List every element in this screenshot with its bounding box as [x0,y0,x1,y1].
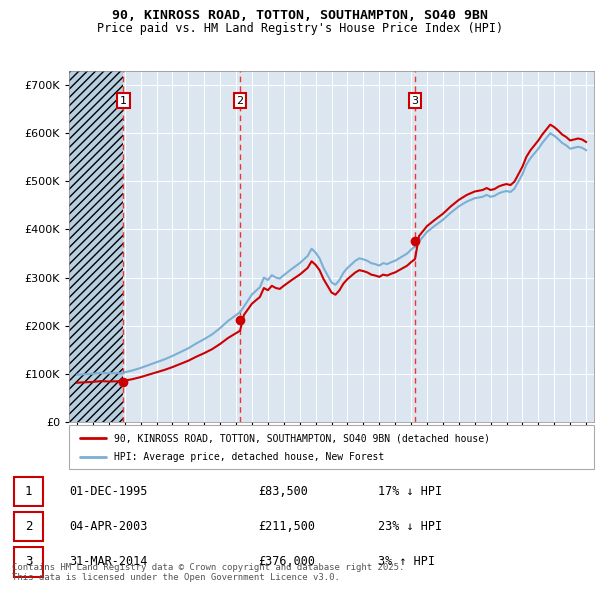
Text: 1: 1 [120,96,127,106]
FancyBboxPatch shape [14,477,43,506]
Text: £83,500: £83,500 [258,484,308,498]
Text: 17% ↓ HPI: 17% ↓ HPI [378,484,442,498]
FancyBboxPatch shape [69,425,594,469]
Text: 2: 2 [236,96,244,106]
Text: Price paid vs. HM Land Registry's House Price Index (HPI): Price paid vs. HM Land Registry's House … [97,22,503,35]
Text: 04-APR-2003: 04-APR-2003 [69,520,148,533]
Text: 3: 3 [25,555,32,569]
FancyBboxPatch shape [14,512,43,541]
Text: 23% ↓ HPI: 23% ↓ HPI [378,520,442,533]
Text: 3% ↑ HPI: 3% ↑ HPI [378,555,435,569]
Text: 90, KINROSS ROAD, TOTTON, SOUTHAMPTON, SO40 9BN: 90, KINROSS ROAD, TOTTON, SOUTHAMPTON, S… [112,9,488,22]
Text: 01-DEC-1995: 01-DEC-1995 [69,484,148,498]
Text: 3: 3 [412,96,419,106]
Text: £211,500: £211,500 [258,520,315,533]
Text: Contains HM Land Registry data © Crown copyright and database right 2025.
This d: Contains HM Land Registry data © Crown c… [12,563,404,582]
Text: £376,000: £376,000 [258,555,315,569]
FancyBboxPatch shape [14,548,43,576]
Text: 90, KINROSS ROAD, TOTTON, SOUTHAMPTON, SO40 9BN (detached house): 90, KINROSS ROAD, TOTTON, SOUTHAMPTON, S… [113,433,490,443]
Bar [69,71,124,422]
Text: 2: 2 [25,520,32,533]
Text: 31-MAR-2014: 31-MAR-2014 [69,555,148,569]
Text: 1: 1 [25,484,32,498]
Text: HPI: Average price, detached house, New Forest: HPI: Average price, detached house, New … [113,452,384,461]
